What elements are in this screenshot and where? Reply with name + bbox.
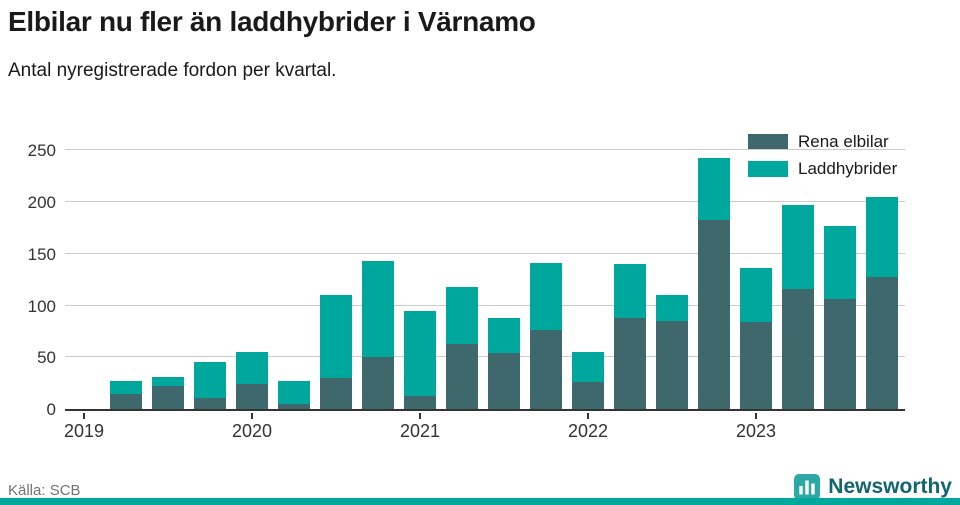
legend-item-elbilar: Rena elbilar — [748, 132, 897, 152]
legend: Rena elbilar Laddhybrider — [748, 132, 897, 186]
y-tick-label: 50 — [37, 348, 56, 368]
x-tick-label: 2020 — [231, 421, 273, 441]
x-tick-label: 2022 — [567, 421, 609, 441]
bar-segment-laddhybrider — [362, 261, 394, 358]
bar-segment-elbilar — [362, 357, 394, 409]
x-tick-mark — [83, 413, 85, 419]
bar-segment-elbilar — [446, 343, 478, 409]
x-tick-label: 2021 — [399, 421, 441, 441]
y-tick-label: 150 — [27, 244, 56, 264]
bar-segment-elbilar — [530, 330, 562, 409]
y-tick-label: 250 — [27, 141, 56, 161]
bar-segment-laddhybrider — [194, 362, 226, 398]
bar-segment-elbilar — [782, 289, 814, 409]
x-tick-mark — [419, 413, 421, 419]
plot-area: Rena elbilar Laddhybrider — [65, 132, 905, 411]
bar-segment-laddhybrider — [698, 157, 730, 220]
bar-segment-laddhybrider — [782, 205, 814, 290]
y-tick-label: 100 — [27, 296, 56, 316]
bar-segment-elbilar — [236, 384, 268, 409]
bar-segment-elbilar — [110, 393, 142, 409]
bar-segment-elbilar — [614, 317, 646, 409]
x-tick-mark — [251, 413, 253, 419]
bar-segment-laddhybrider — [404, 310, 436, 396]
bar-segment-laddhybrider — [614, 264, 646, 318]
legend-label-laddhybrider: Laddhybrider — [798, 159, 898, 178]
bar-segment-elbilar — [572, 382, 604, 409]
gridline — [65, 252, 905, 254]
gridline — [65, 356, 905, 358]
bar-segment-elbilar — [194, 397, 226, 409]
legend-item-laddhybrider: Laddhybrider — [748, 159, 897, 179]
bar-segment-elbilar — [404, 395, 436, 409]
bar-segment-laddhybrider — [446, 286, 478, 344]
bar-segment-laddhybrider — [530, 263, 562, 331]
bar-segment-laddhybrider — [236, 352, 268, 385]
bar-segment-laddhybrider — [572, 352, 604, 383]
bar-segment-laddhybrider — [488, 318, 520, 354]
y-axis-labels: 0 50 100 150 200 250 — [0, 140, 56, 419]
gridline — [65, 201, 905, 203]
gridline — [65, 149, 905, 151]
bar-segment-laddhybrider — [110, 381, 142, 394]
chart-title: Elbilar nu fler än laddhybrider i Värnam… — [8, 6, 536, 37]
bar-segment-laddhybrider — [656, 295, 688, 322]
bar-segment-elbilar — [488, 353, 520, 409]
bar-segment-laddhybrider — [320, 295, 352, 378]
chart-subtitle: Antal nyregistrerade fordon per kvartal. — [8, 60, 337, 81]
bar-segment-elbilar — [152, 386, 184, 409]
bar-segment-elbilar — [698, 219, 730, 409]
newsworthy-logo[interactable]: Newsworthy — [794, 474, 952, 500]
x-tick-mark — [755, 413, 757, 419]
newsworthy-logo-icon — [794, 474, 821, 500]
accent-strip — [0, 498, 960, 505]
bar-segment-laddhybrider — [152, 376, 184, 387]
bar-segment-elbilar — [278, 403, 310, 409]
source-label: Källa: SCB — [8, 482, 81, 499]
newsworthy-logo-text: Newsworthy — [828, 475, 952, 498]
bar-segment-laddhybrider — [866, 196, 898, 277]
bar-segment-laddhybrider — [824, 225, 856, 300]
y-tick-label: 200 — [27, 193, 56, 213]
x-tick-label: 2023 — [735, 421, 777, 441]
bar-segment-elbilar — [824, 299, 856, 409]
y-tick-label: 0 — [46, 400, 56, 419]
legend-label-elbilar: Rena elbilar — [798, 132, 889, 151]
legend-swatch-elbilar — [748, 134, 788, 150]
x-tick-label: 2019 — [63, 421, 105, 441]
legend-swatch-laddhybrider — [748, 161, 788, 177]
bar-segment-elbilar — [320, 377, 352, 409]
bar-segment-elbilar — [740, 322, 772, 409]
bar-segment-laddhybrider — [740, 268, 772, 323]
bar-segment-elbilar — [866, 276, 898, 409]
bar-segment-elbilar — [656, 321, 688, 409]
x-tick-mark — [587, 413, 589, 419]
bar-segment-laddhybrider — [278, 381, 310, 404]
x-axis: 2019 2020 2021 2022 2023 — [0, 413, 960, 453]
gridline — [65, 304, 905, 306]
